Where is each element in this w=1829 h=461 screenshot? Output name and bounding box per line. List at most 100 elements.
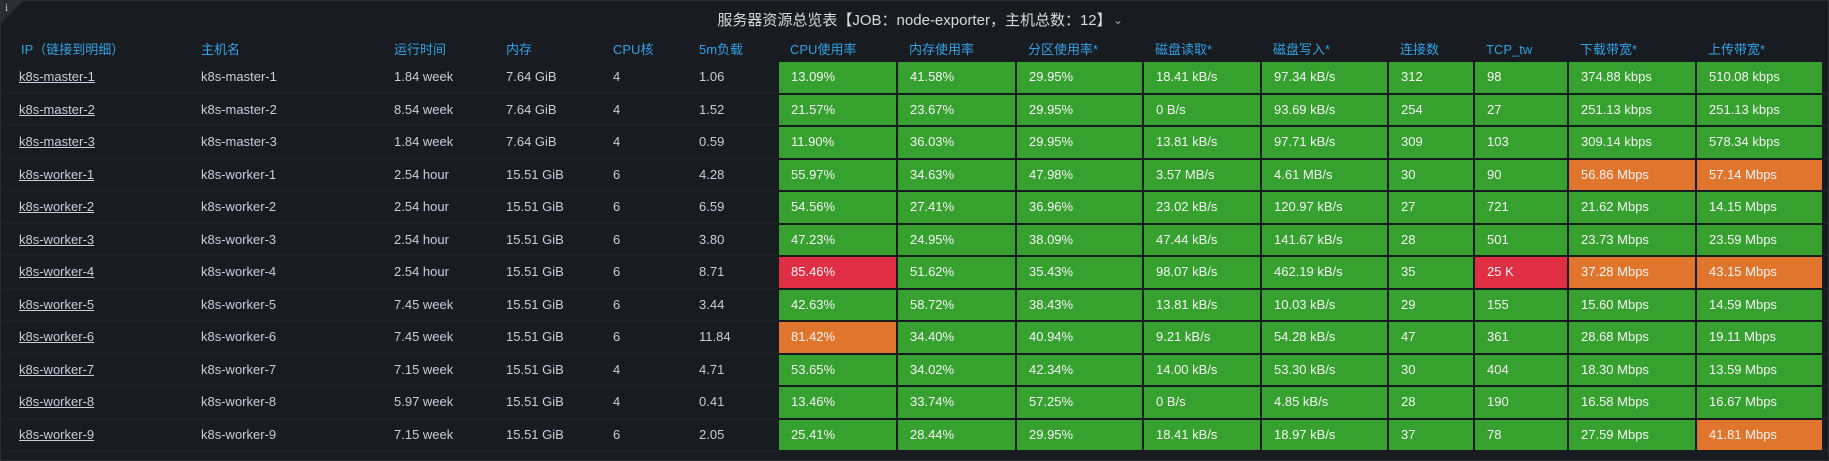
- table-cell: 2.54 hour: [394, 264, 449, 279]
- table-cell: 54.56%: [778, 191, 897, 224]
- table-cell: 21.57%: [778, 93, 897, 126]
- host-link[interactable]: k8s-worker-7: [19, 361, 95, 377]
- table-cell: k8s-worker-8: [201, 394, 277, 409]
- table-cell: 15.51 GiB: [506, 166, 564, 182]
- table-cell: 47.98%: [1016, 158, 1143, 191]
- table-cell: 23.02 kB/s: [1143, 191, 1261, 224]
- host-link[interactable]: k8s-worker-8: [19, 394, 95, 409]
- table-cell: 578.34 kbps: [1696, 126, 1823, 159]
- table-cell: 41.81 Mbps: [1696, 418, 1823, 451]
- table-cell: 57.14 Mbps: [1696, 158, 1823, 191]
- host-link[interactable]: k8s-master-2: [19, 101, 95, 117]
- host-link[interactable]: k8s-worker-9: [19, 426, 95, 442]
- table-cell: k8s-worker-7: [201, 361, 277, 377]
- column-header[interactable]: 内存: [506, 42, 533, 57]
- table-cell: 30: [1388, 353, 1474, 386]
- table-cell: 15.51 GiB: [506, 264, 564, 279]
- table-cell: 38.43%: [1016, 288, 1143, 321]
- table-cell: 2.54 hour: [394, 166, 449, 182]
- table-cell: 251.13 kbps: [1568, 93, 1696, 126]
- table-cell: 14.15 Mbps: [1696, 191, 1823, 224]
- table-cell: 0 B/s: [1143, 386, 1261, 419]
- column-header[interactable]: 下载带宽*: [1580, 42, 1638, 57]
- table-cell: 34.02%: [897, 353, 1016, 386]
- table-cell: 4: [613, 69, 621, 84]
- table-cell: 29.95%: [1016, 418, 1143, 451]
- host-link[interactable]: k8s-worker-3: [19, 231, 95, 247]
- table-cell: 15.60 Mbps: [1568, 288, 1696, 321]
- table-cell: 11.90%: [778, 126, 897, 159]
- table-cell: 3.80: [699, 231, 725, 247]
- column-header[interactable]: 上传带宽*: [1708, 42, 1766, 57]
- column-header[interactable]: 磁盘读取*: [1155, 42, 1213, 57]
- host-link[interactable]: k8s-worker-6: [19, 329, 95, 344]
- table-cell: 7.45 week: [394, 296, 454, 312]
- column-header[interactable]: 内存使用率: [909, 42, 975, 57]
- host-link[interactable]: k8s-master-1: [19, 69, 95, 84]
- table-cell: k8s-worker-5: [201, 296, 277, 312]
- column-header[interactable]: 连接数: [1400, 42, 1440, 57]
- table-cell: 25.41%: [778, 418, 897, 451]
- table-cell: 29: [1388, 288, 1474, 321]
- table-cell: 374.88 kbps: [1568, 61, 1696, 94]
- table-cell: 56.86 Mbps: [1568, 158, 1696, 191]
- column-header[interactable]: CPU使用率: [790, 42, 857, 57]
- table-cell: 190: [1474, 386, 1568, 419]
- table-cell: k8s-master-3: [201, 134, 277, 149]
- table-cell: 28: [1388, 386, 1474, 419]
- table-cell: 42.34%: [1016, 353, 1143, 386]
- column-header[interactable]: 分区使用率*: [1028, 42, 1099, 57]
- table-cell: 7.15 week: [394, 426, 454, 442]
- table-cell: 501: [1474, 223, 1568, 256]
- info-corner[interactable]: i: [1, 1, 23, 23]
- table-cell: 33.74%: [897, 386, 1016, 419]
- table-cell: 23.73 Mbps: [1568, 223, 1696, 256]
- host-link[interactable]: k8s-worker-4: [19, 264, 95, 279]
- table-cell: 97.34 kB/s: [1261, 61, 1388, 94]
- panel-title[interactable]: 服务器资源总览表【JOB：node-exporter，主机总数：12】: [717, 12, 1112, 29]
- table-cell: 6: [613, 296, 621, 312]
- table-cell: 2.54 hour: [394, 199, 449, 214]
- table-cell: 53.65%: [778, 353, 897, 386]
- table-cell: 37.28 Mbps: [1568, 256, 1696, 289]
- table-cell: 58.72%: [897, 288, 1016, 321]
- table-cell: 27.41%: [897, 191, 1016, 224]
- column-header[interactable]: 磁盘写入*: [1273, 42, 1331, 57]
- column-header[interactable]: IP（链接到明细）: [21, 42, 125, 57]
- column-header[interactable]: 主机名: [201, 42, 241, 57]
- table-cell: 5.97 week: [394, 394, 454, 409]
- table-cell: 55.97%: [778, 158, 897, 191]
- host-link[interactable]: k8s-worker-1: [19, 166, 95, 182]
- column-header[interactable]: TCP_tw: [1486, 42, 1533, 57]
- host-link[interactable]: k8s-master-3: [19, 134, 95, 149]
- table-cell: 404: [1474, 353, 1568, 386]
- table-cell: 28: [1388, 223, 1474, 256]
- column-header[interactable]: 运行时间: [394, 42, 447, 57]
- table-cell: 47: [1388, 321, 1474, 354]
- table-cell: 98: [1474, 61, 1568, 94]
- table-cell: 312: [1388, 61, 1474, 94]
- table-cell: 35: [1388, 256, 1474, 289]
- table-cell: 35.43%: [1016, 256, 1143, 289]
- table-cell: 4: [613, 101, 621, 117]
- table-cell: 25 K: [1474, 256, 1568, 289]
- table-cell: 21.62 Mbps: [1568, 191, 1696, 224]
- table-cell: 4.71: [699, 361, 725, 377]
- table-cell: 81.42%: [778, 321, 897, 354]
- host-link[interactable]: k8s-worker-2: [19, 199, 95, 214]
- host-link[interactable]: k8s-worker-5: [19, 296, 95, 312]
- table-cell: 7.64 GiB: [506, 134, 557, 149]
- table-cell: 34.40%: [897, 321, 1016, 354]
- table-cell: 7.45 week: [394, 329, 454, 344]
- table-cell: 14.59 Mbps: [1696, 288, 1823, 321]
- table-cell: 38.09%: [1016, 223, 1143, 256]
- title-menu-chevron[interactable]: ⌄: [1113, 13, 1124, 27]
- table-cell: 2.05: [699, 426, 725, 442]
- column-header[interactable]: CPU核: [613, 42, 654, 57]
- column-header[interactable]: 5m负载: [699, 42, 744, 57]
- table-cell: 18.97 kB/s: [1261, 418, 1388, 451]
- table-cell: 41.58%: [897, 61, 1016, 94]
- table-cell: 53.30 kB/s: [1261, 353, 1388, 386]
- table-cell: 1.06: [699, 69, 725, 84]
- table-cell: 29.95%: [1016, 61, 1143, 94]
